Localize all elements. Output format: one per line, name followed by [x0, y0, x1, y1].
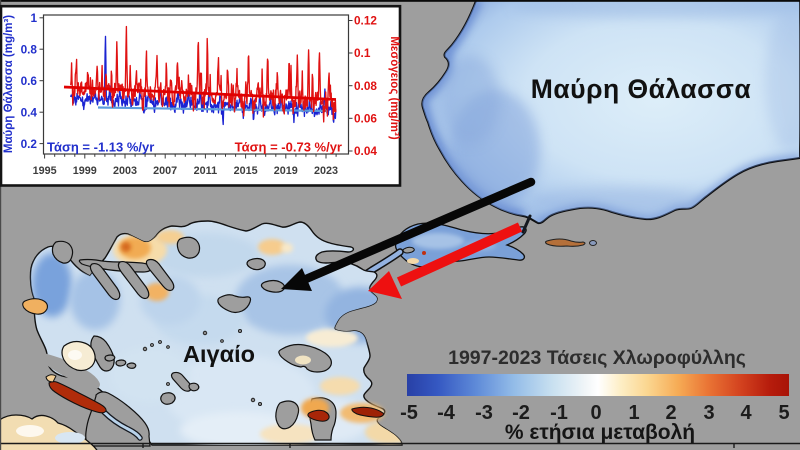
svg-text:0.2: 0.2	[21, 137, 38, 151]
svg-text:0.04: 0.04	[354, 144, 377, 158]
svg-text:1995: 1995	[33, 165, 57, 177]
svg-text:4: 4	[740, 402, 752, 424]
svg-text:Μαύρη Θάλασσα: Μαύρη Θάλασσα	[531, 74, 752, 104]
svg-text:0.8: 0.8	[21, 42, 38, 56]
svg-text:2011: 2011	[194, 165, 217, 177]
svg-text:2007: 2007	[153, 165, 177, 177]
svg-text:2003: 2003	[113, 165, 137, 177]
svg-text:0.4: 0.4	[21, 105, 38, 119]
svg-text:0.1: 0.1	[354, 46, 371, 60]
svg-text:2019: 2019	[274, 165, 298, 177]
svg-text:0.6: 0.6	[21, 74, 38, 88]
svg-text:3: 3	[703, 402, 714, 424]
svg-text:Τάση = -1.13 %/yr: Τάση = -1.13 %/yr	[47, 140, 154, 155]
svg-text:Μαύρη Θάλασσα (mg/m³): Μαύρη Θάλασσα (mg/m³)	[3, 15, 15, 153]
svg-text:% ετήσια μεταβολή: % ετήσια μεταβολή	[505, 421, 695, 444]
svg-text:1999: 1999	[73, 165, 97, 177]
svg-text:1997-2023 Τάσεις Χλωροφύλλης: 1997-2023 Τάσεις Χλωροφύλλης	[448, 347, 746, 369]
svg-text:0: 0	[590, 402, 601, 424]
svg-text:1: 1	[628, 402, 639, 424]
svg-text:0.08: 0.08	[354, 79, 377, 93]
svg-text:-1: -1	[550, 402, 568, 424]
svg-text:-2: -2	[512, 402, 530, 424]
svg-text:Τάση = -0.73 %/yr: Τάση = -0.73 %/yr	[235, 140, 342, 155]
svg-text:1: 1	[30, 11, 37, 25]
svg-text:Αιγαίο: Αιγαίο	[183, 341, 255, 367]
svg-text:2: 2	[665, 402, 676, 424]
svg-text:2015: 2015	[234, 165, 258, 177]
svg-text:5: 5	[778, 402, 789, 424]
svg-text:0.06: 0.06	[354, 112, 377, 126]
svg-text:Μεσόγειος (mg/m³): Μεσόγειος (mg/m³)	[388, 36, 400, 140]
svg-text:0.12: 0.12	[354, 14, 377, 28]
svg-text:2023: 2023	[314, 165, 338, 177]
svg-text:-3: -3	[475, 402, 493, 424]
svg-text:-4: -4	[437, 402, 456, 424]
svg-text:-5: -5	[400, 402, 418, 424]
